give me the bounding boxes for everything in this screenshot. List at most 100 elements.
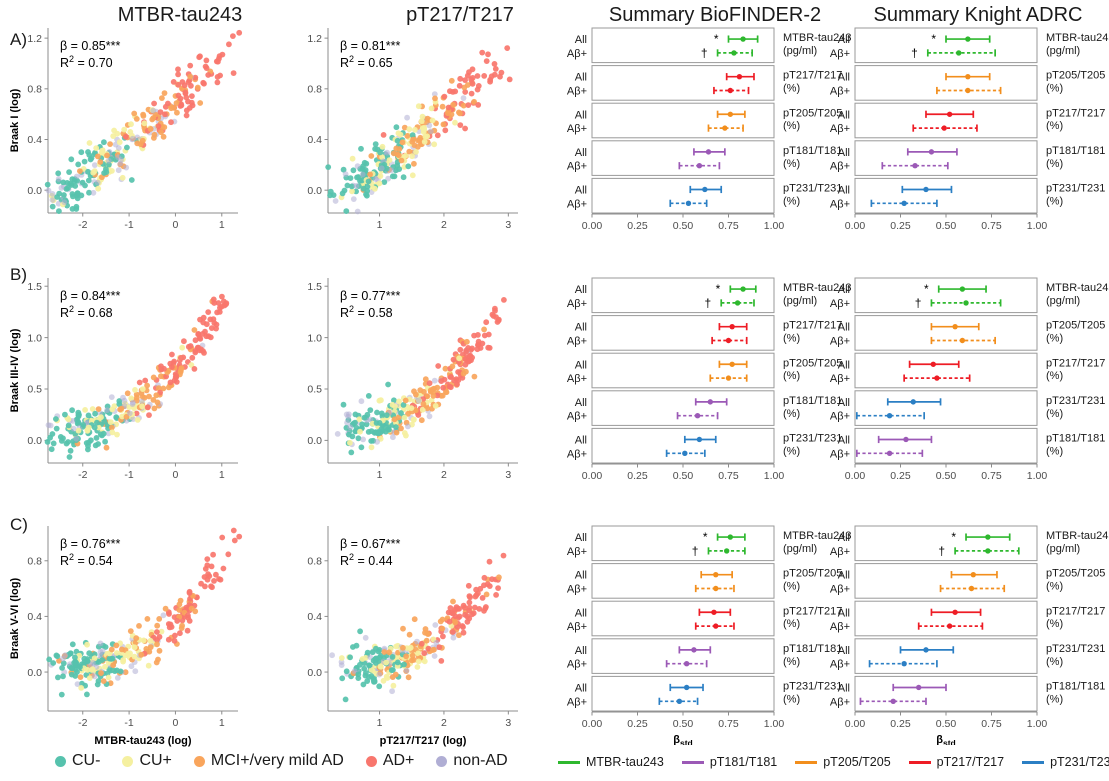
svg-text:0.8: 0.8 [307,84,322,96]
svg-text:Aβ+: Aβ+ [830,48,850,60]
svg-text:All: All [838,184,850,196]
svg-text:1: 1 [219,717,225,729]
svg-text:pT217/T217: pT217/T217 [783,70,842,82]
svg-text:0.50: 0.50 [673,220,694,232]
svg-text:All: All [575,607,587,619]
svg-text:(pg/ml): (pg/ml) [783,543,817,555]
svg-text:Aβ+: Aβ+ [830,696,850,708]
svg-text:*: * [951,530,956,544]
svg-text:(%): (%) [783,445,800,457]
svg-text:Aβ+: Aβ+ [567,621,587,633]
svg-text:Aβ+: Aβ+ [830,621,850,633]
legend-item-group-non-ad: non-AD [436,752,508,770]
svg-text:Aβ+: Aβ+ [567,696,587,708]
svg-text:(%): (%) [1046,445,1063,457]
svg-text:All: All [575,434,587,446]
svg-text:0: 0 [173,717,179,729]
legend-dot-icon [436,755,448,767]
legend-item-group-cu: CU+ [122,752,172,770]
svg-text:0.4: 0.4 [307,134,322,146]
svg-text:All: All [838,322,850,334]
svg-text:R2 = 0.68: R2 = 0.68 [60,304,113,320]
svg-text:All: All [575,322,587,334]
svg-text:Aβ+: Aβ+ [830,123,850,135]
svg-text:MTBR-tau243: MTBR-tau243 [783,32,851,44]
forest-plot-c-knight: * † All Aβ+ MTBR-tau243 (pg/ml) All Aβ+ pT205/T2… [823,520,1109,745]
svg-text:pT217/T217: pT217/T217 [1046,605,1105,617]
svg-text:β = 0.76***: β = 0.76*** [60,537,120,551]
scatter-plot-c-pt217: 0.0 0.4 0.8 1 2 3 β = 0.67*** R2 = 0.44 pT217/T2… [286,520,538,749]
svg-text:Aβ+: Aβ+ [567,198,587,210]
svg-text:All: All [838,109,850,121]
svg-text:Aβ+: Aβ+ [830,336,850,348]
svg-text:All: All [838,570,850,582]
svg-text:All: All [838,682,850,694]
svg-text:-1: -1 [124,469,133,481]
svg-text:0.75: 0.75 [981,470,1002,482]
svg-text:Aβ+: Aβ+ [830,161,850,173]
legend-label: AD+ [382,752,415,769]
svg-text:All: All [838,72,850,84]
svg-text:Braak III-IV (log): Braak III-IV (log) [9,328,21,412]
legend-line-icon [795,760,818,764]
legend-item-group-cu: CU- [55,752,100,770]
svg-text:2: 2 [441,469,447,481]
svg-text:Aβ+: Aβ+ [567,336,587,348]
svg-text:0.5: 0.5 [307,384,322,396]
svg-text:(%): (%) [1046,618,1063,630]
svg-text:All: All [575,570,587,582]
forest-plot-b-knight: * † All Aβ+ MTBR-tau243 (pg/ml) All Aβ+ pT205/T2… [823,272,1109,497]
svg-text:0.4: 0.4 [307,611,322,623]
svg-text:Aβ+: Aβ+ [830,298,850,310]
svg-text:1.2: 1.2 [307,33,322,45]
svg-text:0.00: 0.00 [582,220,603,232]
svg-text:0.75: 0.75 [981,718,1002,730]
svg-text:0.8: 0.8 [27,555,42,567]
svg-text:pT205/T205: pT205/T205 [783,107,842,119]
svg-text:All: All [575,284,587,296]
svg-text:0.00: 0.00 [845,470,866,482]
svg-text:Aβ+: Aβ+ [830,448,850,460]
svg-text:0.00: 0.00 [582,470,603,482]
svg-text:*: * [924,282,929,296]
legend-line-icon [908,760,931,764]
svg-text:†: † [915,296,922,310]
svg-text:(%): (%) [1046,120,1063,132]
svg-text:(%): (%) [783,408,800,420]
svg-text:3: 3 [505,717,511,729]
svg-text:MTBR-tau243: MTBR-tau243 [783,530,851,542]
svg-text:(%): (%) [783,333,800,345]
svg-text:1: 1 [219,469,225,481]
svg-text:Aβ+: Aβ+ [567,161,587,173]
svg-text:*: * [931,32,936,46]
legend-item-biomarker-pt181-t181: pT181/T181 [681,755,778,769]
svg-text:1.0: 1.0 [307,332,322,344]
svg-text:All: All [575,359,587,371]
scatter-plot-b-pt217: 0.0 0.5 1.0 1.5 1 2 3 β = 0.77*** R2 = 0.58 [286,272,538,501]
svg-text:(%): (%) [783,693,800,705]
svg-text:0.0: 0.0 [27,435,42,447]
legend-label: MCI+/very mild AD [210,752,344,769]
svg-text:All: All [838,434,850,446]
svg-text:(pg/ml): (pg/ml) [783,45,817,57]
svg-text:pT231/T231: pT231/T231 [783,681,842,693]
svg-text:pT231/T231: pT231/T231 [783,433,842,445]
column-title-pt217: pT217/T217 [406,4,514,26]
svg-text:pT231/T231: pT231/T231 [1046,643,1105,655]
svg-text:(pg/ml): (pg/ml) [783,295,817,307]
scatter-plot-c-mtbr: 0.0 0.4 0.8 -2 -1 0 1 β = 0.76*** R2 = 0.54 Braak… [6,520,258,749]
legend-dot-icon [365,755,377,767]
svg-text:pT231/T231: pT231/T231 [1046,183,1105,195]
svg-text:pT181/T181: pT181/T181 [783,643,842,655]
svg-text:MTBR-tau243: MTBR-tau243 [1046,32,1109,44]
svg-text:-2: -2 [78,469,87,481]
svg-text:Aβ+: Aβ+ [567,298,587,310]
svg-text:(%): (%) [1046,158,1063,170]
legend-item-group-ad: AD+ [365,752,415,770]
svg-text:0.8: 0.8 [27,84,42,96]
forest-plot-a-knight: * † All Aβ+ MTBR-tau243 (pg/ml) All Aβ+ pT205/T2… [823,22,1109,247]
column-title-knight: Summary Knight ADRC [873,4,1083,26]
legend-dot-icon [55,755,66,767]
svg-text:pT205/T205: pT205/T205 [1046,568,1105,580]
legend-label: pT181/T181 [709,755,778,769]
